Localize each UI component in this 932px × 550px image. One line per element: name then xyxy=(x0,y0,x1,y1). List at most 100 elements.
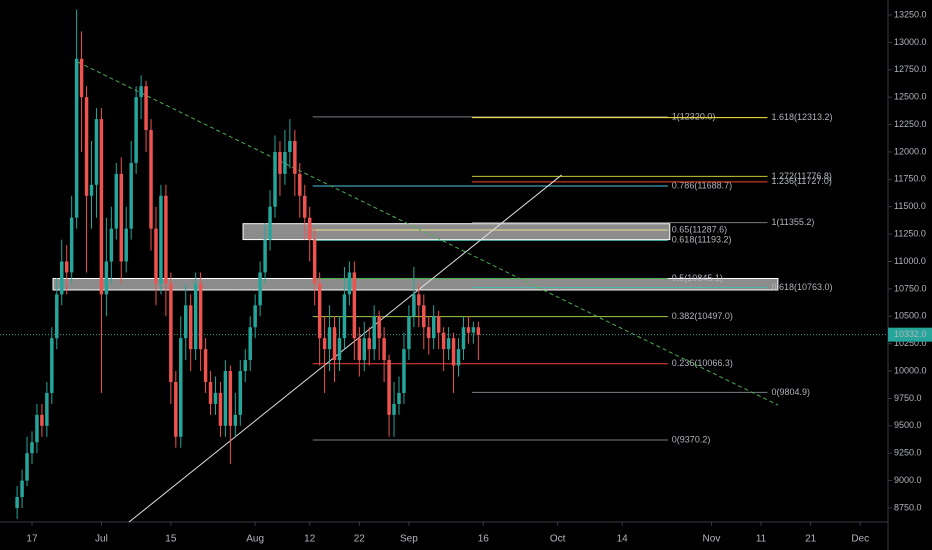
candle-body xyxy=(446,338,451,350)
candle-body xyxy=(342,294,347,339)
candle-body xyxy=(79,58,84,98)
candle-body xyxy=(397,392,401,404)
x-tick-label: 11 xyxy=(756,534,767,545)
candle-body xyxy=(169,283,173,382)
candle-body xyxy=(154,228,158,284)
x-tick-label: 12 xyxy=(304,534,316,545)
candle-body xyxy=(218,392,223,426)
y-tick-label: 9000.0 xyxy=(894,475,922,485)
candle-body xyxy=(109,228,114,262)
candle-body xyxy=(427,327,431,339)
fib-label: 0(9804.9) xyxy=(771,387,810,397)
fib-label: 1(12320.0) xyxy=(672,111,716,121)
fib-label: 0.236(10066.3) xyxy=(672,358,733,368)
fib-label: 0.382(10497.0) xyxy=(672,311,733,321)
candle-body xyxy=(64,261,69,273)
candle-body xyxy=(357,338,362,361)
candle-body xyxy=(456,349,461,366)
candle-body xyxy=(223,371,228,426)
candle-body xyxy=(40,414,44,426)
y-tick-label: 10750.0 xyxy=(894,283,927,293)
candle-body xyxy=(402,349,406,393)
candle-body xyxy=(461,327,466,350)
candle-body xyxy=(263,239,267,273)
candle-body xyxy=(45,392,49,426)
candle-body xyxy=(431,316,436,339)
candle-body xyxy=(15,497,19,508)
candle-body xyxy=(243,360,247,372)
trendline xyxy=(77,61,779,406)
fib-label: 0.618(10763.0) xyxy=(771,282,832,292)
y-tick-label: 12000.0 xyxy=(894,146,927,156)
candle-body xyxy=(174,381,178,437)
candle-body xyxy=(372,316,376,350)
plot-area: 1(12320.0)0.786(11688.7)0.65(11287.6)0.6… xyxy=(0,9,888,522)
candle-body xyxy=(35,414,39,443)
candle-body xyxy=(188,305,193,350)
y-tick-label: 10000.0 xyxy=(894,365,927,375)
fib-label: 0.786(11688.7) xyxy=(672,180,732,190)
y-tick-label: 12750.0 xyxy=(894,64,927,74)
candle-body xyxy=(307,217,312,240)
candle-body xyxy=(124,228,128,262)
candle-body xyxy=(352,272,357,339)
candle-body xyxy=(55,294,59,339)
candle-body xyxy=(179,338,183,437)
candle-body xyxy=(298,173,302,196)
fib-label: 1.272(11776.8) xyxy=(771,171,831,181)
candle-body xyxy=(238,371,243,415)
y-tick-label: 13000.0 xyxy=(894,37,927,47)
candle-body xyxy=(417,294,421,306)
candle-body xyxy=(50,338,54,393)
fib-label: 0.5(10845.1) xyxy=(672,273,723,283)
candle-body xyxy=(273,151,277,207)
candle-body xyxy=(213,392,218,404)
x-tick-label: 16 xyxy=(478,534,490,545)
candle-body xyxy=(317,283,322,339)
x-tick-label: 14 xyxy=(617,534,629,545)
y-tick-label: 11500.0 xyxy=(894,201,926,211)
candle-body xyxy=(149,130,153,229)
candle-body xyxy=(104,261,109,295)
candle-body xyxy=(99,119,104,295)
candle-body xyxy=(451,338,456,366)
candle-body xyxy=(337,338,342,361)
candle-body xyxy=(322,338,327,350)
x-tick-label: 21 xyxy=(805,534,817,545)
candle-body xyxy=(134,97,138,163)
candle-body xyxy=(441,332,446,350)
candle-body xyxy=(193,283,198,350)
candle-body xyxy=(327,327,332,350)
candle-body xyxy=(471,327,476,333)
candle-body xyxy=(129,162,133,229)
x-tick-label: Oct xyxy=(550,534,566,545)
y-tick-label: 12500.0 xyxy=(894,92,927,102)
candle-body xyxy=(228,371,233,426)
candle-body xyxy=(208,381,213,404)
candle-body xyxy=(303,195,307,218)
y-tick-label: 10250.0 xyxy=(894,338,927,348)
x-tick-label: Jul xyxy=(95,534,108,545)
candle-body xyxy=(268,206,272,240)
candle-body xyxy=(203,349,208,382)
y-tick-label: 11750.0 xyxy=(894,174,926,184)
candle-body xyxy=(253,305,257,328)
y-tick-label: 9500.0 xyxy=(894,420,922,430)
candle-body xyxy=(258,272,262,306)
candle-body xyxy=(20,480,24,498)
fib-label: 0.618(11193.2) xyxy=(672,235,732,245)
candle-body xyxy=(30,442,34,454)
candle-body xyxy=(283,151,287,174)
candle-body xyxy=(387,360,391,415)
candle-body xyxy=(74,58,79,218)
fib-label: 1.618(12313.2) xyxy=(771,112,832,122)
x-tick-label: 17 xyxy=(26,534,38,545)
candle-body xyxy=(288,140,292,152)
candle-body xyxy=(114,173,119,229)
candle-body xyxy=(144,86,148,131)
candle-body xyxy=(159,195,163,284)
candle-body xyxy=(436,316,441,333)
candle-body xyxy=(233,414,238,426)
y-tick-label: 13250.0 xyxy=(894,9,927,19)
fib-label: 0.65(11287.6) xyxy=(672,224,727,234)
